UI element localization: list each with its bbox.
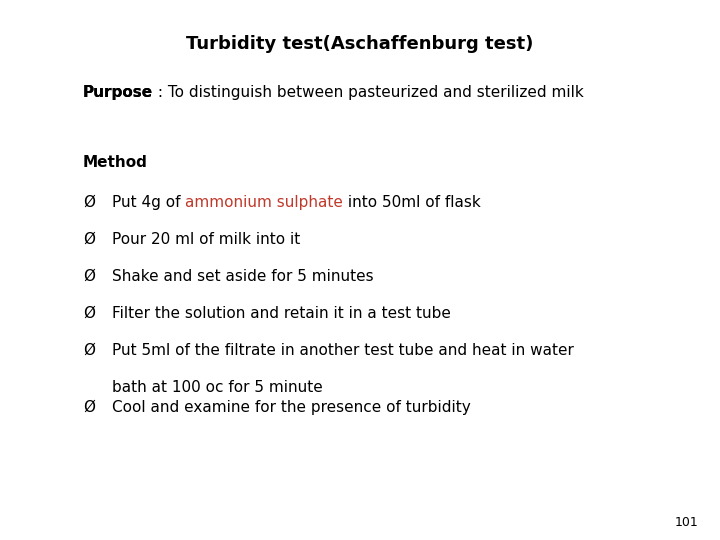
Text: ammonium sulphate: ammonium sulphate xyxy=(185,195,343,210)
Text: : To distinguish between pasteurized and sterilized milk: : To distinguish between pasteurized and… xyxy=(153,85,584,100)
Text: Ø: Ø xyxy=(83,232,95,247)
Text: 101: 101 xyxy=(675,516,698,529)
Text: Put 4g of: Put 4g of xyxy=(112,195,185,210)
Text: Turbidity test(Aschaffenburg test): Turbidity test(Aschaffenburg test) xyxy=(186,35,534,53)
Text: Method: Method xyxy=(83,155,148,170)
Text: Ø: Ø xyxy=(83,269,95,284)
Text: Ø: Ø xyxy=(83,195,95,210)
Text: Ø: Ø xyxy=(83,306,95,321)
Text: Purpose: Purpose xyxy=(83,85,153,100)
Text: Purpose: Purpose xyxy=(83,85,153,100)
Text: Cool and examine for the presence of turbidity: Cool and examine for the presence of tur… xyxy=(112,400,470,415)
Text: Put 5ml of the filtrate in another test tube and heat in water: Put 5ml of the filtrate in another test … xyxy=(112,343,573,358)
Text: Purpose : To distinguish between pasteurized and sterilized milk: Purpose : To distinguish between pasteur… xyxy=(83,85,575,100)
Text: Ø: Ø xyxy=(83,400,95,415)
Text: Pour 20 ml of milk into it: Pour 20 ml of milk into it xyxy=(112,232,300,247)
Text: Ø: Ø xyxy=(83,343,95,358)
Text: bath at 100 oc for 5 minute: bath at 100 oc for 5 minute xyxy=(112,380,323,395)
Text: Filter the solution and retain it in a test tube: Filter the solution and retain it in a t… xyxy=(112,306,451,321)
Text: Shake and set aside for 5 minutes: Shake and set aside for 5 minutes xyxy=(112,269,373,284)
Text: into 50ml of flask: into 50ml of flask xyxy=(343,195,481,210)
